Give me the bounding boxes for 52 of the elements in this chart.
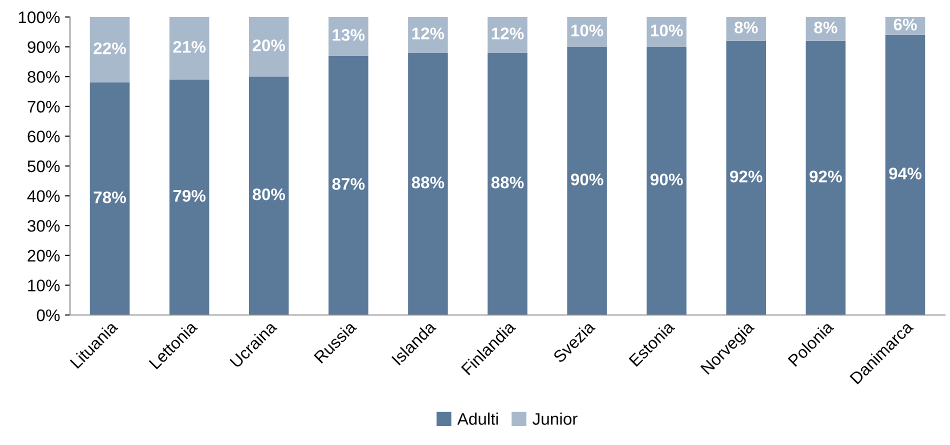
- bar: [169, 80, 210, 315]
- data-label: 90%: [650, 174, 683, 186]
- y-tick-label: 50%: [28, 160, 60, 172]
- data-label: 88%: [491, 176, 524, 188]
- data-label: 80%: [252, 188, 286, 200]
- data-label: 8%: [734, 22, 758, 34]
- data-label: 12%: [492, 28, 524, 40]
- bar: [885, 34, 926, 315]
- y-tick-label: 40%: [27, 190, 60, 202]
- legend-label: Adulti: [457, 412, 498, 425]
- y-tick-label: 30%: [28, 220, 60, 232]
- y-tick-label: 20%: [28, 250, 60, 262]
- data-label: 12%: [412, 28, 444, 40]
- bar: [567, 46, 607, 315]
- data-label: 22%: [94, 42, 126, 54]
- bar: [90, 82, 130, 315]
- legend-label: Junior: [532, 412, 578, 425]
- data-label: 6%: [894, 18, 917, 30]
- bar: [646, 46, 686, 315]
- bar: [806, 40, 846, 315]
- data-label: 88%: [412, 176, 444, 188]
- y-tick-label: 70%: [28, 100, 60, 113]
- data-label: 13%: [332, 29, 365, 41]
- bar: [248, 76, 289, 315]
- bar: [488, 17, 528, 53]
- data-label: 10%: [571, 24, 604, 36]
- data-label: 92%: [810, 170, 842, 182]
- bar: [90, 17, 130, 83]
- y-tick-label: 100%: [18, 11, 60, 24]
- bar: [726, 40, 766, 315]
- y-tick-label: 60%: [28, 130, 60, 142]
- y-tick-label: 0%: [36, 309, 60, 322]
- bar: [248, 17, 289, 77]
- bar: [408, 17, 448, 53]
- data-label: 20%: [252, 39, 286, 52]
- bar: [328, 17, 368, 56]
- bar: [328, 56, 368, 315]
- data-label: 21%: [173, 40, 206, 53]
- data-label: 94%: [889, 168, 922, 180]
- bar: [169, 17, 210, 80]
- bar: [488, 52, 528, 315]
- bar: [408, 52, 448, 315]
- y-tick-label: 10%: [28, 280, 60, 292]
- data-label: 78%: [94, 191, 126, 204]
- y-tick-label: 90%: [28, 41, 60, 54]
- data-label: 8%: [814, 22, 838, 34]
- data-label: 92%: [730, 170, 762, 182]
- data-label: 90%: [570, 174, 604, 186]
- data-label: 10%: [650, 24, 683, 36]
- data-label: 79%: [173, 190, 206, 202]
- data-label: 87%: [332, 178, 365, 190]
- y-tick-label: 80%: [28, 71, 60, 83]
